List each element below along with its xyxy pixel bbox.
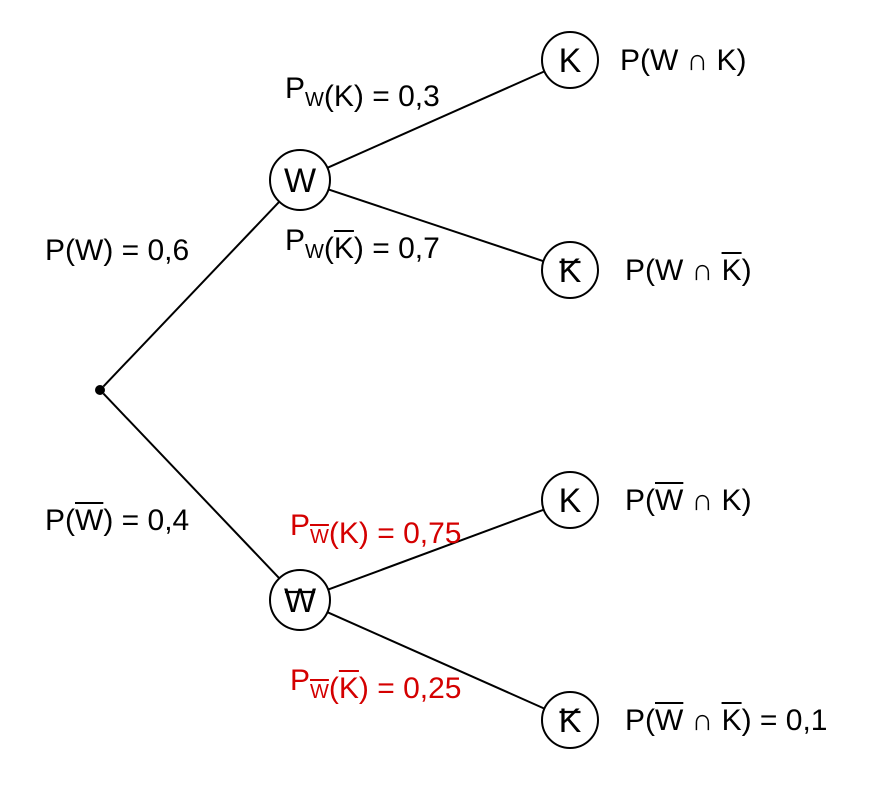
edge-label: P(W) = 0,6 — [45, 234, 189, 267]
node-label: K — [559, 42, 582, 80]
node-label: K — [559, 252, 582, 290]
node-label: K — [559, 482, 582, 520]
edge-label: PW(K) = 0,25 — [290, 664, 462, 705]
edge — [103, 202, 279, 387]
probability-tree: W W K K K K P(W) = 0,6 P(W) = 0,4 PW(K) = 0,3 PW(… — [0, 0, 891, 790]
edge-label: PW(K) = 0,7 — [285, 224, 440, 265]
edge-label: P(W) = 0,4 — [45, 504, 189, 537]
node-label: K — [559, 702, 582, 740]
edge — [103, 394, 279, 579]
edge-label: PW(K) = 0,75 — [290, 509, 461, 550]
edge-label: P(W ∩ K) = 0,1 — [625, 704, 827, 737]
edge-label: P(W ∩ K) — [620, 44, 747, 77]
root-node — [95, 385, 105, 395]
node-label: W — [284, 582, 316, 620]
edge-label: P(W ∩ K) — [625, 484, 752, 517]
node-label: W — [284, 162, 316, 200]
edge-label: P(W ∩ K) — [625, 254, 752, 287]
edge-label: PW(K) = 0,3 — [285, 72, 440, 113]
